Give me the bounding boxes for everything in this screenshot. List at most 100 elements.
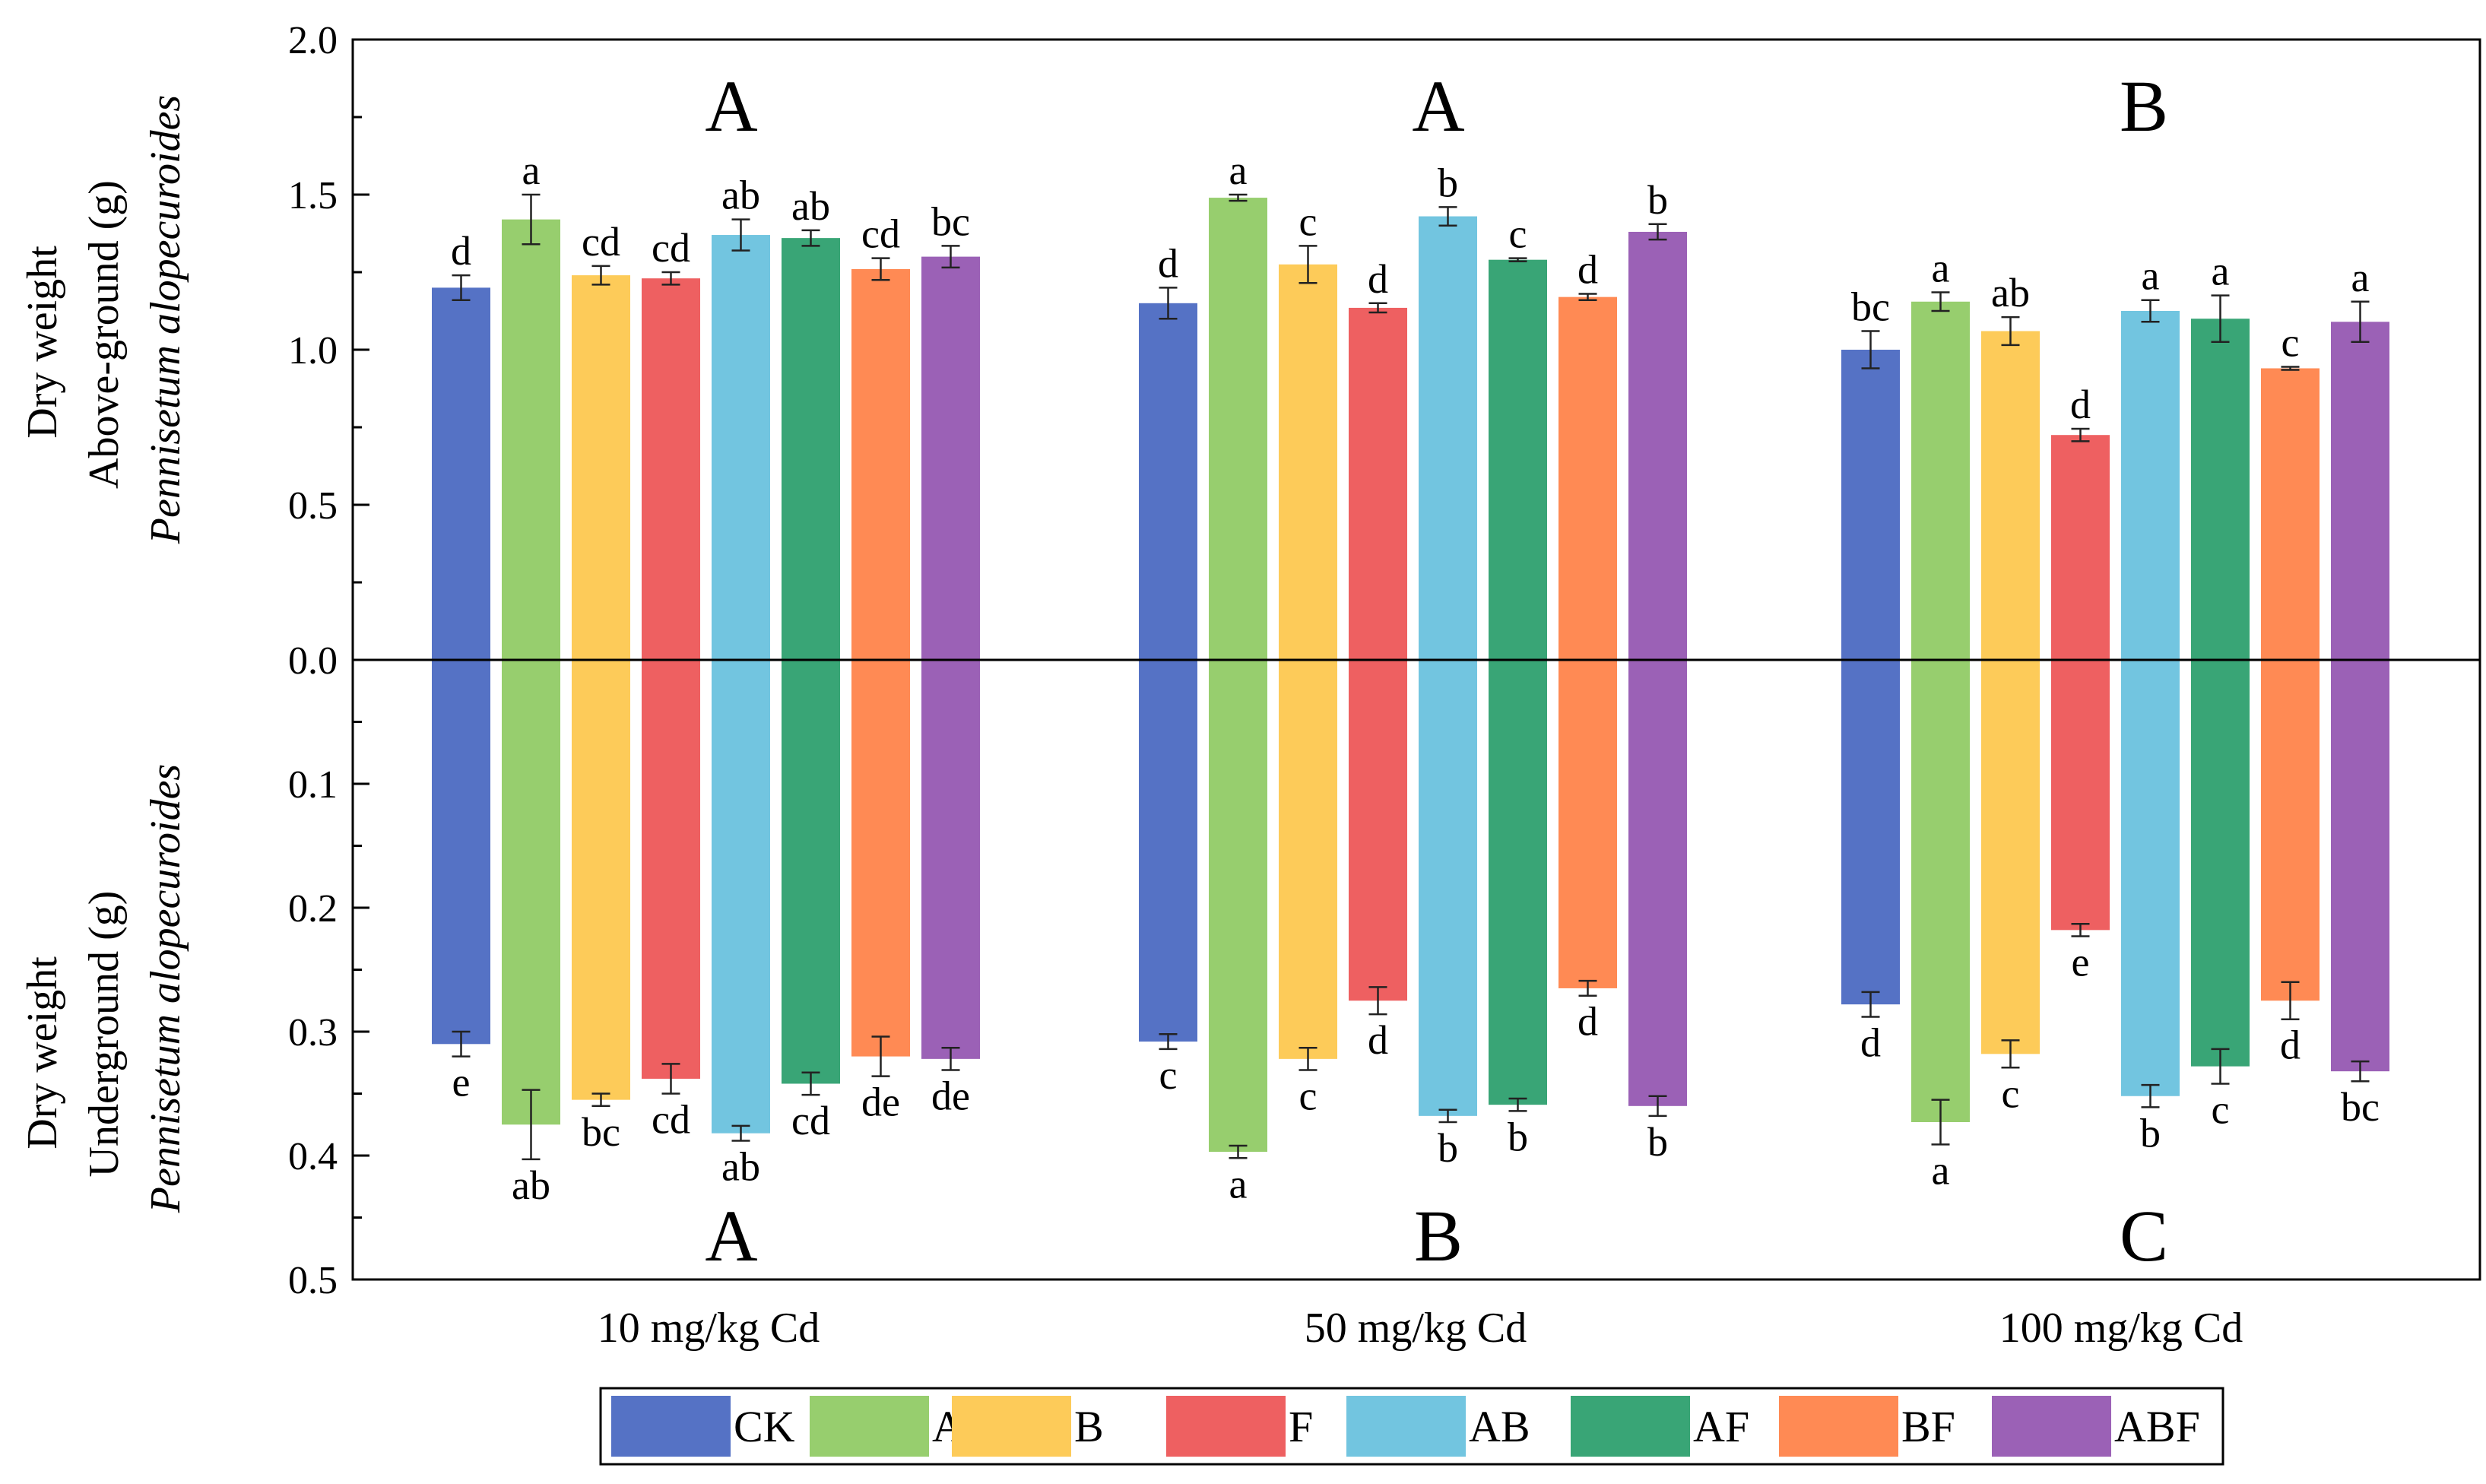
sig-letter-below: b	[1438, 1125, 1458, 1171]
legend-label-af: AF	[1693, 1402, 1749, 1451]
sig-letter-below: de	[931, 1073, 970, 1119]
group-letter-below: A	[705, 1195, 757, 1276]
sig-letter-below: c	[1299, 1073, 1318, 1119]
sig-letter-above: d	[2070, 382, 2091, 427]
ytick-label-above: 1.5	[288, 174, 338, 217]
group-labels-layer: A A 10 mg/kg Cd A B 50 mg/kg Cd B C 100 mg/kg Cd	[598, 65, 2243, 1352]
sig-letter-above: ab	[721, 173, 760, 218]
sig-letter-below: d	[1368, 1017, 1388, 1063]
below-ylabel-line2: Underground (g)	[81, 891, 128, 1178]
group-letter-above: A	[1412, 65, 1464, 147]
y-axis-titles: Dry weight Above-ground (g) Pennisetum a…	[19, 95, 189, 1213]
bar-below-bf	[1559, 660, 1617, 988]
ytick-label-above: 0.5	[288, 484, 338, 528]
sig-letter-below: c	[1159, 1052, 1178, 1098]
bar-above-b	[572, 275, 630, 660]
sig-letter-above: c	[2281, 319, 2300, 365]
ytick-label-above: 2.0	[288, 19, 338, 62]
sig-letter-above: d	[1368, 256, 1388, 302]
bar-below-abf	[2331, 660, 2389, 1072]
bar-above-ab	[2121, 311, 2180, 660]
bar-below-a	[1911, 660, 1970, 1122]
sig-letter-above: a	[1932, 246, 1950, 291]
bar-above-ab	[1419, 216, 1477, 660]
bar-above-bf	[2261, 368, 2320, 660]
legend-swatch-ab	[1346, 1396, 1466, 1457]
legend-label-bf: BF	[1901, 1402, 1955, 1451]
sig-letter-above: a	[1229, 147, 1248, 193]
bar-above-ck	[1841, 350, 1900, 660]
sig-letter-below: d	[1860, 1019, 1881, 1065]
sig-letter-below: b	[2140, 1110, 2161, 1156]
sig-letter-above: d	[1578, 247, 1598, 293]
bar-above-af	[1489, 259, 1547, 660]
sig-letter-below: de	[861, 1080, 900, 1125]
sig-letter-above: a	[522, 147, 541, 193]
sig-letter-below: bc	[582, 1109, 620, 1155]
bar-below-ck	[1841, 660, 1900, 1005]
bar-above-ck	[1139, 303, 1197, 660]
bar-below-abf	[1628, 660, 1687, 1106]
bar-above-a	[502, 219, 560, 660]
sig-letter-above: b	[1438, 160, 1458, 205]
bar-above-a	[1911, 301, 1970, 660]
bar-below-ab	[2121, 660, 2180, 1096]
significance-letters-layer: dedcbcdaabaaaacdbcccabccdcddddeababbbaba…	[451, 147, 2380, 1208]
bar-below-ck	[432, 660, 490, 1045]
group-letter-above: A	[705, 65, 757, 147]
bar-below-ab	[712, 660, 770, 1134]
legend-label-f: F	[1289, 1402, 1313, 1451]
bar-above-bf	[851, 268, 910, 660]
bar-above-a	[1209, 198, 1267, 661]
bar-below-af	[2191, 660, 2250, 1067]
sig-letter-above: c	[1299, 198, 1318, 244]
plot-frame	[351, 38, 2481, 1281]
sig-letter-above: ab	[1991, 270, 2030, 316]
bar-above-ab	[712, 235, 770, 660]
sig-letter-above: d	[451, 228, 471, 274]
sig-letter-below: b	[1508, 1114, 1528, 1159]
above-ylabel-line1: Dry weight	[19, 246, 66, 439]
error-bars-layer	[452, 193, 2370, 1161]
sig-letter-below: a	[1932, 1147, 1950, 1193]
bar-above-abf	[2331, 322, 2389, 660]
bar-above-f	[642, 278, 700, 660]
bar-below-a	[502, 660, 560, 1125]
sig-letter-above: a	[2351, 255, 2370, 300]
ytick-label-below: 0.4	[288, 1135, 338, 1178]
bar-above-f	[2051, 435, 2110, 660]
sig-letter-below: c	[2212, 1086, 2230, 1132]
ytick-label-below: 0.2	[288, 887, 338, 931]
ytick-label-above: 0.0	[288, 639, 338, 683]
sig-letter-below: e	[2072, 939, 2090, 985]
ytick-label-above: 1.0	[288, 329, 338, 373]
sig-letter-above: cd	[652, 225, 690, 271]
sig-letter-above: b	[1647, 177, 1668, 223]
bar-below-af	[782, 660, 840, 1084]
ytick-label-below: 0.5	[288, 1259, 338, 1302]
ytick-label-below: 0.1	[288, 763, 338, 807]
group-letter-below: B	[1414, 1195, 1463, 1276]
legend-swatch-bf	[1779, 1396, 1898, 1457]
legend-label-ab: AB	[1469, 1402, 1530, 1451]
bar-below-abf	[921, 660, 980, 1059]
bar-above-ck	[432, 287, 490, 660]
bar-above-f	[1349, 307, 1407, 660]
sig-letter-below: cd	[652, 1097, 690, 1143]
bar-below-bf	[2261, 660, 2320, 1001]
sig-letter-below: a	[1229, 1161, 1248, 1207]
legend-swatch-b	[952, 1396, 1071, 1457]
legend-frame	[599, 1387, 2224, 1466]
sig-letter-above: d	[1158, 240, 1178, 286]
x-category-label: 100 mg/kg Cd	[1999, 1305, 2243, 1352]
sig-letter-below: e	[452, 1060, 471, 1105]
sig-letter-below: ab	[721, 1143, 760, 1189]
sig-letter-below: cd	[791, 1098, 830, 1143]
group-letter-above: B	[2120, 65, 2168, 147]
bar-below-ab	[1419, 660, 1477, 1116]
sig-letter-above: bc	[1851, 284, 1890, 330]
ytick-label-below: 0.3	[288, 1011, 338, 1054]
sig-letter-above: ab	[791, 183, 830, 229]
bar-below-ck	[1139, 660, 1197, 1042]
